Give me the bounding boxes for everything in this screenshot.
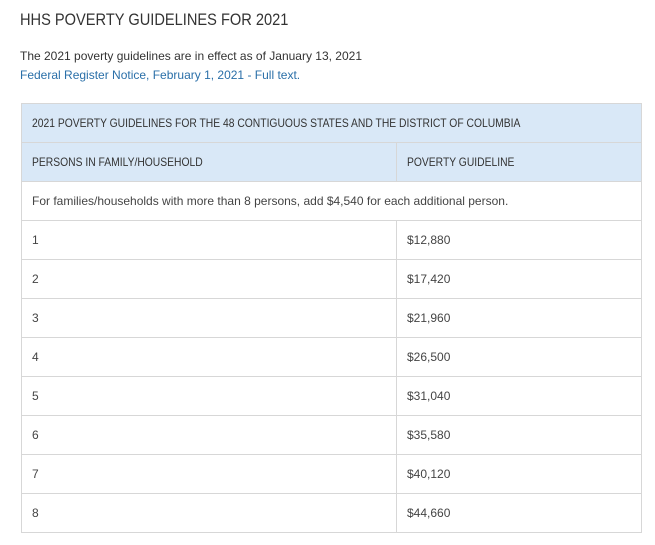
page-title: HHS POVERTY GUIDELINES FOR 2021 <box>20 10 289 29</box>
guideline-cell: $44,660 <box>396 493 642 533</box>
persons-cell: 4 <box>21 337 397 377</box>
federal-register-link[interactable]: Federal Register Notice, February 1, 202… <box>20 68 301 82</box>
table-row: 1 $12,880 <box>21 220 642 260</box>
guideline-cell: $31,040 <box>396 376 642 416</box>
table-row: 5 $31,040 <box>21 376 642 416</box>
additional-person-note: For families/households with more than 8… <box>21 181 642 221</box>
persons-cell: 1 <box>21 220 397 260</box>
intro-block: The 2021 poverty guidelines are in effec… <box>20 47 362 85</box>
table-row: 7 $40,120 <box>21 454 642 494</box>
effective-date-text: The 2021 poverty guidelines are in effec… <box>20 49 363 63</box>
note-row: For families/households with more than 8… <box>21 181 642 221</box>
persons-cell: 5 <box>21 376 397 416</box>
guideline-cell: $12,880 <box>396 220 642 260</box>
table-caption: 2021 POVERTY GUIDELINES FOR THE 48 CONTI… <box>21 103 642 143</box>
header-guideline-label: POVERTY GUIDELINE <box>407 155 515 169</box>
header-persons: PERSONS IN FAMILY/HOUSEHOLD <box>21 142 397 182</box>
header-persons-label: PERSONS IN FAMILY/HOUSEHOLD <box>32 155 203 169</box>
guideline-cell: $21,960 <box>396 298 642 338</box>
table-row: 8 $44,660 <box>21 493 642 533</box>
table-row: 4 $26,500 <box>21 337 642 377</box>
guideline-cell: $17,420 <box>396 259 642 299</box>
table-row: 3 $21,960 <box>21 298 642 338</box>
persons-cell: 8 <box>21 493 397 533</box>
guideline-cell: $35,580 <box>396 415 642 455</box>
guideline-cell: $26,500 <box>396 337 642 377</box>
persons-cell: 2 <box>21 259 397 299</box>
table-row: 6 $35,580 <box>21 415 642 455</box>
table-row: 2 $17,420 <box>21 259 642 299</box>
poverty-guidelines-table: 2021 POVERTY GUIDELINES FOR THE 48 CONTI… <box>21 103 642 533</box>
persons-cell: 7 <box>21 454 397 494</box>
table-caption-row: 2021 POVERTY GUIDELINES FOR THE 48 CONTI… <box>21 103 642 143</box>
guideline-cell: $40,120 <box>396 454 642 494</box>
header-guideline: POVERTY GUIDELINE <box>396 142 642 182</box>
persons-cell: 3 <box>21 298 397 338</box>
table-header-row: PERSONS IN FAMILY/HOUSEHOLD POVERTY GUID… <box>21 142 642 182</box>
persons-cell: 6 <box>21 415 397 455</box>
table-caption-text: 2021 POVERTY GUIDELINES FOR THE 48 CONTI… <box>32 116 521 130</box>
